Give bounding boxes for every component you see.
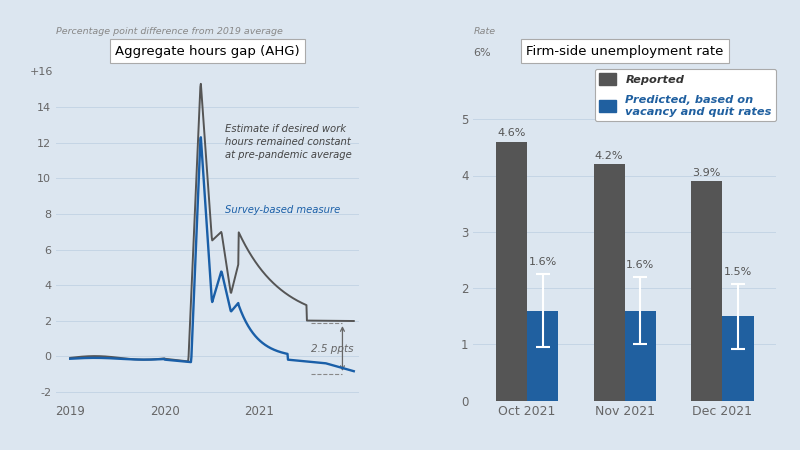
- Bar: [625, 310, 656, 400]
- Text: 6%: 6%: [474, 48, 491, 58]
- Text: Percentage point difference from 2019 average: Percentage point difference from 2019 av…: [56, 27, 283, 36]
- Text: 4.2%: 4.2%: [595, 151, 623, 161]
- Text: 1.5%: 1.5%: [724, 267, 752, 277]
- Title: Firm-side unemployment rate: Firm-side unemployment rate: [526, 45, 723, 58]
- Legend: Reported, Predicted, based on
vacancy and quit rates: Reported, Predicted, based on vacancy an…: [594, 69, 776, 122]
- Title: Aggregate hours gap (AHG): Aggregate hours gap (AHG): [115, 45, 299, 58]
- Text: 4.6%: 4.6%: [498, 128, 526, 139]
- Text: +16: +16: [30, 67, 53, 77]
- Text: Estimate if desired work
hours remained constant
at pre-pandemic average: Estimate if desired work hours remained …: [226, 124, 352, 160]
- Text: 3.9%: 3.9%: [693, 168, 721, 178]
- Text: 1.6%: 1.6%: [529, 257, 557, 267]
- Text: Survey-based measure: Survey-based measure: [226, 205, 341, 215]
- Bar: [722, 316, 754, 400]
- Text: 1.6%: 1.6%: [626, 260, 654, 270]
- Text: 2.5 ppts: 2.5 ppts: [311, 344, 354, 354]
- Bar: [594, 164, 625, 400]
- Bar: [527, 310, 558, 400]
- Bar: [691, 181, 722, 400]
- Bar: [496, 142, 527, 400]
- Text: Rate: Rate: [474, 27, 496, 36]
